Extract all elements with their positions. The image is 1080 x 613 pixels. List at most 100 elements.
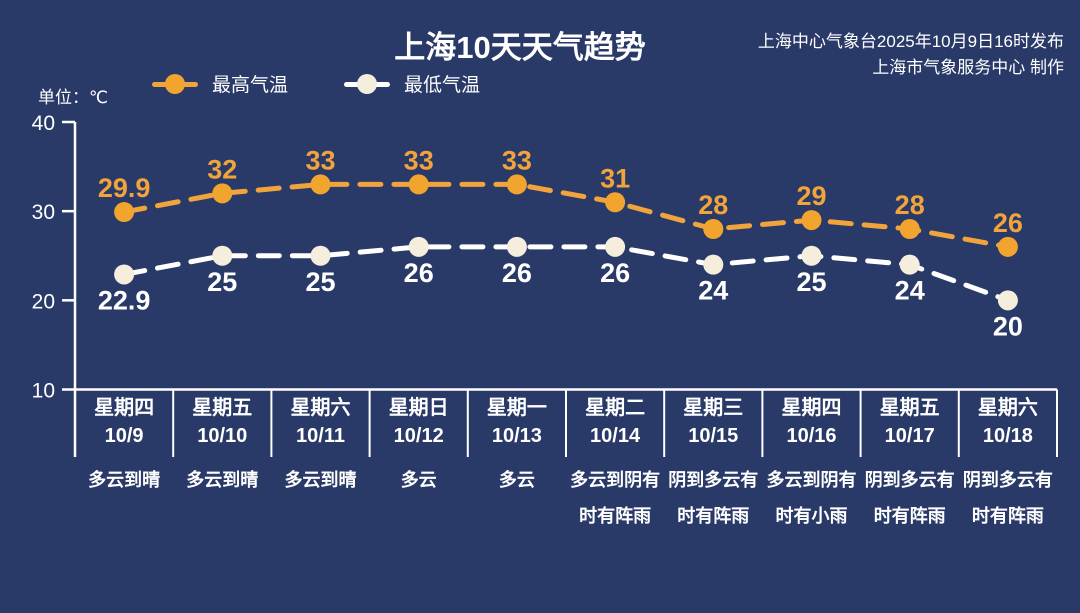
day-column: 星期日 10/12 多云 bbox=[370, 394, 468, 534]
legend-item-low-temp: 最低气温 bbox=[344, 70, 480, 97]
high-temp-point bbox=[114, 202, 135, 223]
weather-label: 多云到阴有时有小雨 bbox=[766, 470, 857, 526]
day-label: 星期一 bbox=[486, 397, 547, 419]
day-column: 星期四 10/9 多云到晴 bbox=[75, 394, 173, 534]
y-axis-tick-label: 20 bbox=[32, 290, 55, 313]
legend-label-high-temp: 最高气温 bbox=[212, 75, 289, 96]
day-column: 星期一 10/13 多云 bbox=[468, 394, 566, 534]
low-temp-line-icon bbox=[344, 73, 391, 94]
day-label: 星期五 bbox=[879, 397, 940, 419]
high-temp-value-label: 32 bbox=[207, 154, 237, 184]
date-label: 10/12 bbox=[393, 425, 444, 447]
low-temp-line bbox=[121, 244, 1011, 303]
day-label: 星期四 bbox=[781, 397, 842, 419]
low-temp-value-label: 24 bbox=[895, 276, 925, 306]
low-temp-point bbox=[703, 254, 724, 275]
low-temp-value-label: 26 bbox=[502, 258, 532, 288]
low-temp-point bbox=[310, 245, 331, 266]
weather-label: 阴到多云有时有阵雨 bbox=[864, 470, 955, 526]
low-temp-point bbox=[997, 290, 1018, 311]
day-label: 星期四 bbox=[94, 397, 155, 419]
y-axis-tick-label: 30 bbox=[32, 201, 55, 224]
y-axis-tick-label: 40 bbox=[32, 112, 55, 135]
high-temp-value-label: 29 bbox=[796, 181, 826, 211]
low-temp-point bbox=[899, 254, 920, 275]
high-temp-point bbox=[605, 192, 626, 213]
high-temp-point bbox=[310, 174, 331, 195]
weather-label: 多云 bbox=[400, 470, 437, 490]
date-label: 10/18 bbox=[982, 425, 1033, 447]
day-label: 星期二 bbox=[585, 397, 646, 419]
date-label: 10/9 bbox=[104, 425, 144, 447]
low-temp-value-label: 25 bbox=[796, 267, 826, 297]
high-temp-point bbox=[703, 219, 724, 239]
low-temp-value-label: 20 bbox=[993, 311, 1023, 341]
date-label: 10/11 bbox=[296, 425, 345, 447]
low-temp-value-label: 25 bbox=[305, 267, 335, 297]
date-label: 10/10 bbox=[197, 425, 248, 447]
weather-label: 多云 bbox=[498, 470, 535, 490]
high-temp-point bbox=[899, 219, 920, 239]
page-title: 上海10天天气趋势 bbox=[394, 30, 646, 65]
chart-legend: 最高气温 最低气温 bbox=[152, 70, 480, 97]
low-temp-value-label: 26 bbox=[404, 258, 434, 288]
low-temp-value-label: 26 bbox=[600, 258, 630, 288]
high-temp-value-label: 33 bbox=[305, 145, 335, 175]
high-temp-legend-dot bbox=[165, 73, 185, 94]
low-temp-point bbox=[605, 236, 626, 257]
high-temp-value-label: 31 bbox=[600, 163, 630, 193]
date-label: 10/16 bbox=[786, 425, 837, 447]
low-temp-point bbox=[212, 245, 233, 266]
day-column: 星期二 10/14 多云到阴有时有阵雨 bbox=[566, 394, 664, 534]
day-label: 星期三 bbox=[683, 397, 744, 419]
day-column: 星期四 10/16 多云到阴有时有小雨 bbox=[762, 394, 860, 534]
high-temp-value-label: 28 bbox=[698, 190, 728, 220]
low-temp-value-label: 24 bbox=[698, 276, 728, 306]
low-temp-point bbox=[506, 236, 527, 257]
day-label: 星期六 bbox=[290, 397, 351, 419]
weather-label: 阴到多云有时有阵雨 bbox=[668, 470, 759, 526]
high-temp-value-label: 33 bbox=[404, 145, 434, 175]
day-label: 星期五 bbox=[192, 397, 253, 419]
day-column: 星期五 10/17 阴到多云有时有阵雨 bbox=[861, 394, 959, 534]
day-label: 星期六 bbox=[977, 397, 1038, 419]
low-temp-point bbox=[114, 264, 135, 285]
weather-label: 阴到多云有时有阵雨 bbox=[962, 470, 1053, 526]
date-label: 10/15 bbox=[688, 425, 739, 447]
weather-label: 多云到晴 bbox=[284, 470, 357, 490]
high-temp-point bbox=[997, 236, 1018, 257]
day-column: 星期三 10/15 阴到多云有时有阵雨 bbox=[664, 394, 762, 534]
day-columns: 星期四 10/9 多云到晴 星期五 10/10 多云到晴 星期六 10/11 多云到晴 星期日 10… bbox=[75, 394, 1057, 534]
issuer-info: 上海中心气象台2025年10月9日16时发布 上海市气象服务中心 制作 bbox=[758, 29, 1064, 81]
legend-item-high-temp: 最高气温 bbox=[152, 70, 288, 97]
day-column: 星期六 10/18 阴到多云有时有阵雨 bbox=[959, 394, 1057, 534]
low-temp-point bbox=[408, 236, 429, 257]
low-temp-point bbox=[801, 245, 822, 266]
high-temp-line bbox=[121, 181, 1011, 250]
weather-label: 多云到晴 bbox=[88, 470, 161, 490]
day-label: 星期日 bbox=[388, 397, 449, 419]
date-label: 10/13 bbox=[491, 425, 542, 447]
high-temp-value-label: 33 bbox=[502, 145, 532, 175]
high-temp-value-label: 29.9 bbox=[98, 173, 151, 203]
day-column: 星期六 10/11 多云到晴 bbox=[271, 394, 369, 534]
issuer-line2: 上海市气象服务中心 制作 bbox=[872, 58, 1064, 77]
high-temp-line-icon bbox=[152, 73, 198, 94]
y-axis-tick-label: 10 bbox=[32, 380, 55, 403]
issuer-line1: 上海中心气象台2025年10月9日16时发布 bbox=[757, 32, 1064, 51]
unit-label: 单位：℃ bbox=[38, 88, 109, 107]
low-temp-value-label: 22.9 bbox=[98, 285, 151, 315]
legend-label-low-temp: 最低气温 bbox=[404, 75, 481, 96]
high-temp-point bbox=[408, 174, 429, 195]
weather-label: 多云到阴有时有阵雨 bbox=[570, 470, 661, 526]
high-temp-point bbox=[801, 210, 822, 231]
day-column: 星期五 10/10 多云到晴 bbox=[173, 394, 271, 534]
high-temp-point bbox=[506, 174, 527, 195]
high-temp-point bbox=[212, 183, 233, 204]
date-label: 10/14 bbox=[590, 425, 641, 447]
high-temp-value-label: 26 bbox=[993, 208, 1023, 238]
high-temp-value-label: 28 bbox=[895, 190, 925, 220]
low-temp-legend-dot bbox=[357, 73, 378, 94]
